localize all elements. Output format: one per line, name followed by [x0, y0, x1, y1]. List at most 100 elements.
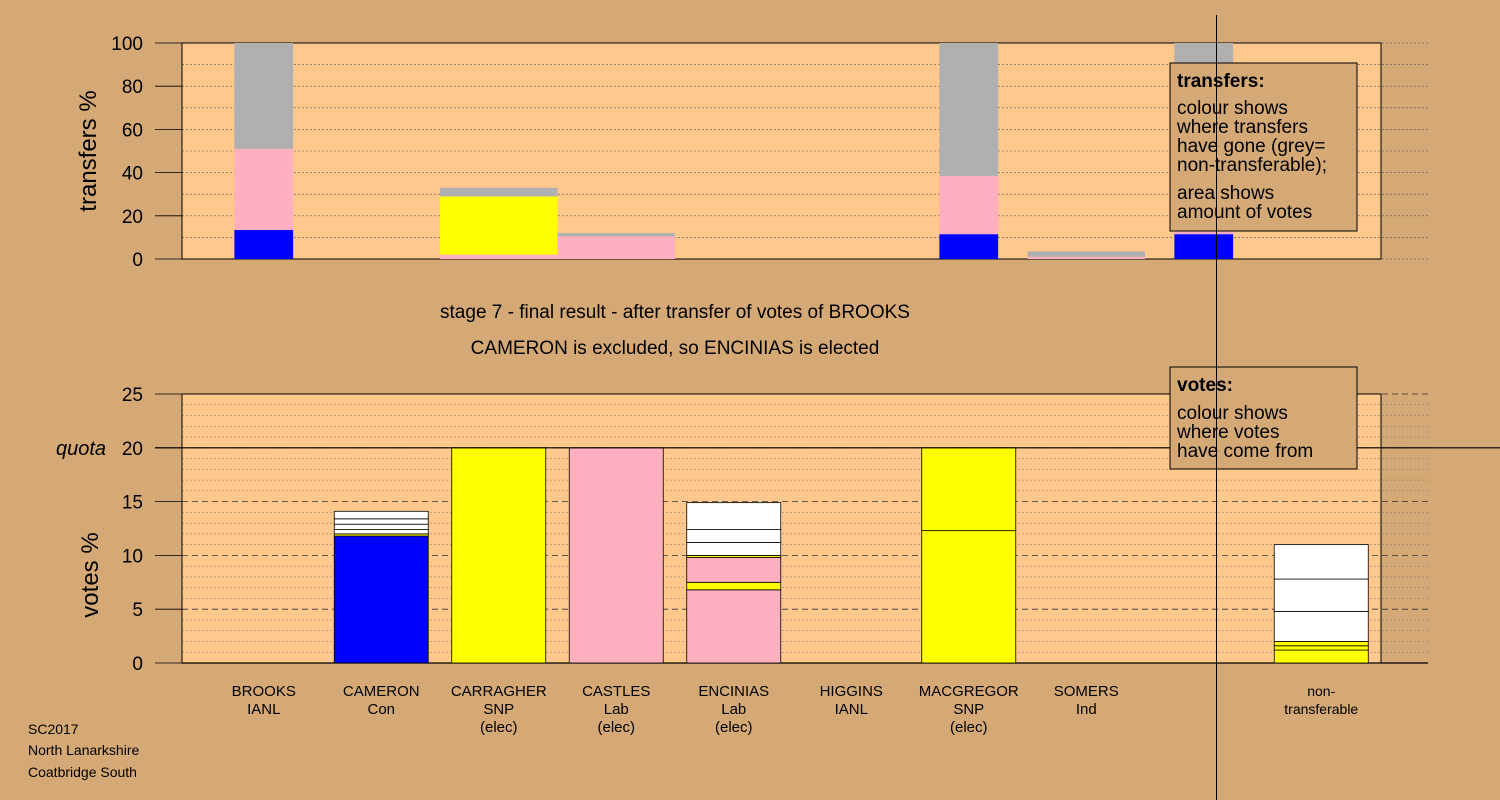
votes-legend-line1: colour shows	[1177, 403, 1288, 424]
candidate-name: ENCINIAS	[698, 683, 769, 700]
vote-bar-segment	[1273, 649, 1369, 664]
votes-legend-title: votes:	[1177, 375, 1233, 396]
candidate-status: (elec)	[597, 719, 635, 736]
transfers-legend-line6: amount of votes	[1177, 202, 1312, 223]
transfer-bar-segment	[1027, 251, 1145, 257]
votes-y-tick-label: 10	[122, 546, 143, 567]
candidate-party: Lab	[721, 701, 746, 718]
candidate-party: IANL	[835, 701, 868, 718]
transfers-legend-line5: area shows	[1177, 183, 1274, 204]
vote-bar-segment	[333, 518, 429, 525]
transfers-y-ticks: 0 20 40 60 80 100	[111, 34, 182, 271]
candidate-name: CARRAGHER	[451, 683, 547, 700]
candidate-party: IANL	[247, 701, 280, 718]
transfer-bar-segment	[440, 187, 558, 197]
candidate-status: (elec)	[950, 719, 988, 736]
transfers-legend-line2: where transfers	[1176, 117, 1308, 138]
candidate-name: BROOKS	[232, 683, 296, 700]
vote-bar-segment	[333, 535, 429, 664]
candidate-name: HIGGINS	[820, 683, 883, 700]
vote-bar-segment	[686, 581, 782, 591]
votes-plot-area	[181, 393, 1382, 664]
vote-bar-segment	[686, 557, 782, 583]
vote-bar-segment	[451, 447, 547, 664]
stage-title: stage 7 - final result - after transfer …	[440, 302, 910, 323]
candidate-status: (elec)	[715, 719, 753, 736]
transfers-legend-line1: colour shows	[1177, 98, 1288, 119]
transfers-bars	[234, 43, 1234, 259]
transfer-bar-segment	[1174, 234, 1234, 259]
quota-label: quota	[56, 438, 106, 460]
vote-bar-segment	[686, 589, 782, 664]
votes-y-tick-label: 25	[122, 385, 143, 406]
candidate-name: non-	[1307, 683, 1335, 699]
candidate-name: CASTLES	[582, 683, 650, 700]
transfers-y-axis-label: transfers %	[75, 90, 102, 211]
transfers-legend-box	[1169, 62, 1358, 232]
transfers-y-tick-label: 100	[111, 34, 143, 55]
vote-bar-segment	[686, 502, 782, 530]
transfers-legend-title: transfers:	[1177, 71, 1265, 92]
votes-y-tick-label: 5	[132, 600, 143, 621]
votes-bars	[333, 447, 1369, 664]
candidate-party: SNP	[483, 701, 514, 718]
votes-y-tick-label: 15	[122, 493, 143, 514]
candidate-name: MACGREGOR	[919, 683, 1019, 700]
transfer-bar-segment	[557, 233, 675, 237]
vote-bar-segment	[1273, 544, 1369, 580]
transfers-y-tick-label: 20	[122, 207, 143, 228]
vote-bar-segment	[921, 447, 1017, 532]
transfers-y-tick-label: 0	[132, 250, 143, 271]
transfer-bar-segment	[1027, 256, 1145, 259]
vote-bar-segment	[1273, 641, 1369, 647]
candidate-party: transferable	[1284, 701, 1358, 717]
candidate-party: Con	[367, 701, 395, 718]
vote-bar-segment	[333, 523, 429, 530]
footer-year: SC2017	[28, 721, 79, 737]
footer-ward: Coatbridge South	[28, 764, 137, 780]
candidate-labels: BROOKSIANLCAMERONConCARRAGHERSNP(elec)CA…	[232, 683, 1359, 736]
candidate-name: SOMERS	[1054, 683, 1119, 700]
candidate-party: Lab	[604, 701, 629, 718]
candidate-party: Ind	[1076, 701, 1097, 718]
transfer-bar-segment	[939, 175, 999, 235]
transfers-y-tick-label: 60	[122, 120, 143, 141]
transfers-legend: transfers: colour shows where transfers …	[1169, 62, 1358, 232]
transfers-plot-area	[181, 42, 1382, 260]
transfer-bar-segment	[234, 148, 294, 230]
candidate-status: (elec)	[480, 719, 518, 736]
transfers-y-tick-label: 80	[122, 77, 143, 98]
footer-council: North Lanarkshire	[28, 742, 139, 758]
transfer-bar-segment	[440, 254, 558, 259]
votes-y-tick-label: 0	[132, 654, 143, 675]
vote-bar-segment	[333, 510, 429, 520]
votes-legend: votes: colour shows where votes have com…	[1169, 366, 1358, 470]
candidate-name: CAMERON	[343, 683, 420, 700]
vote-bar-segment	[333, 529, 429, 535]
stage-subtitle: CAMERON is excluded, so ENCINIAS is elec…	[471, 338, 880, 359]
transfer-bar-segment	[234, 43, 294, 149]
votes-y-axis-label: votes %	[77, 532, 104, 617]
transfer-bar-segment	[939, 234, 999, 259]
votes-y-ticks: 0 5 10 15 20 25	[122, 385, 182, 675]
transfers-legend-line4: non-transferable);	[1177, 155, 1327, 176]
transfer-bar-segment	[939, 43, 999, 176]
vote-bar-segment	[686, 542, 782, 556]
transfer-bar-segment	[234, 229, 294, 259]
candidate-party: SNP	[953, 701, 984, 718]
vote-bar-segment	[1273, 578, 1369, 612]
transfer-bar-segment	[440, 196, 558, 255]
votes-legend-line2: where votes	[1176, 422, 1279, 443]
transfer-bar-segment	[557, 236, 675, 259]
vote-bar-segment	[568, 447, 664, 664]
transfers-y-tick-label: 40	[122, 164, 143, 185]
vote-bar-segment	[1273, 610, 1369, 642]
vote-bar-segment	[1273, 645, 1369, 651]
votes-legend-box	[1169, 366, 1358, 470]
transfers-legend-line3: have gone (grey=	[1177, 136, 1325, 157]
votes-legend-line3: have come from	[1177, 441, 1313, 462]
votes-y-tick-label: 20	[122, 439, 143, 460]
vote-bar-segment	[921, 530, 1017, 664]
vote-bar-segment	[686, 529, 782, 543]
